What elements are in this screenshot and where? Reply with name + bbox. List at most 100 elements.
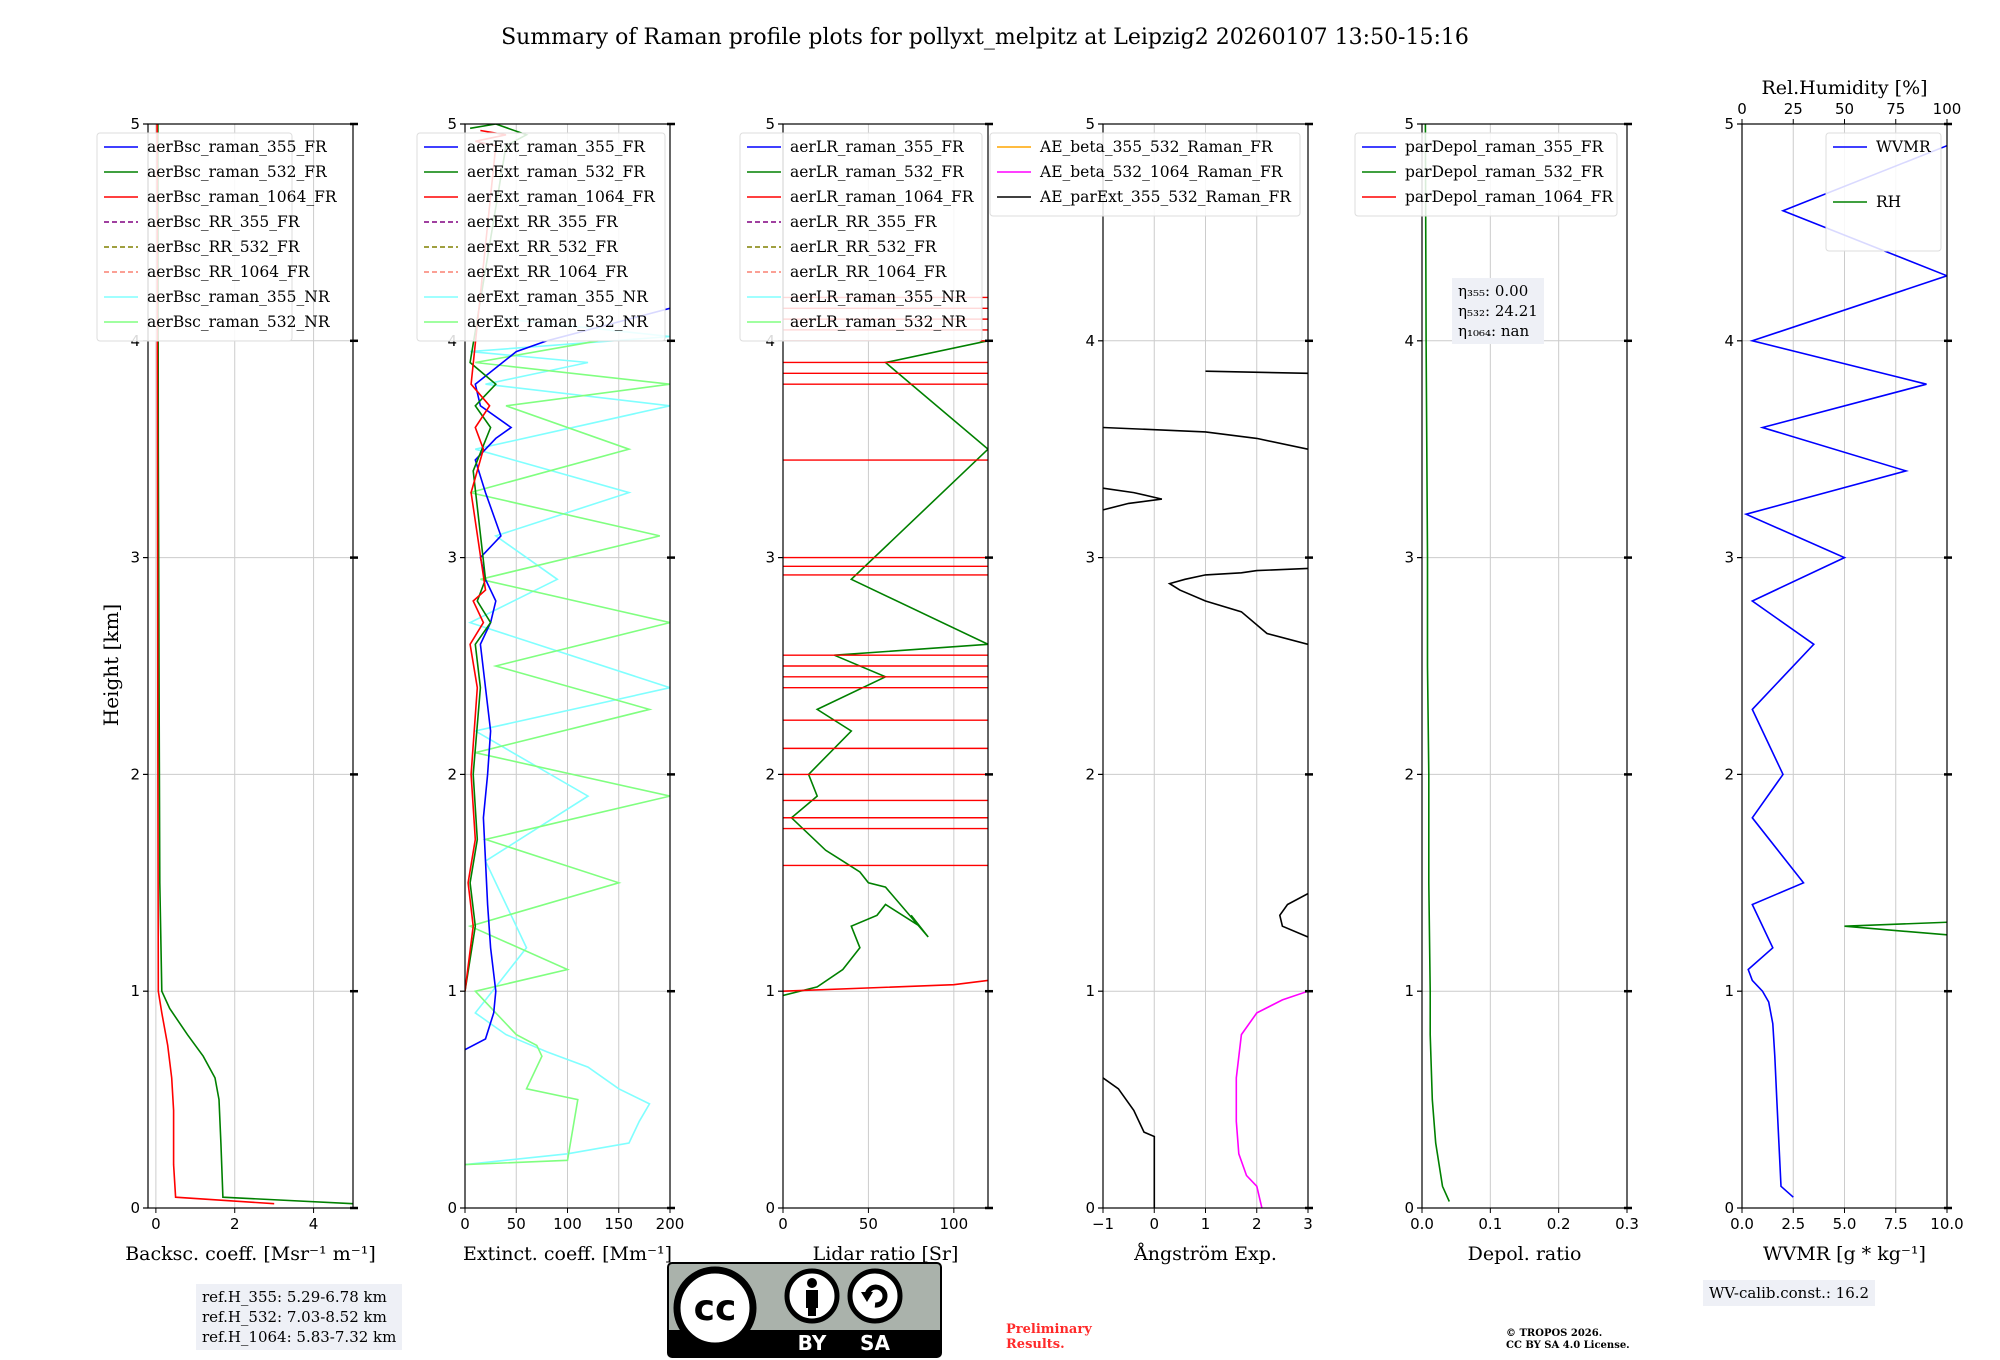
wv-calib-const: WV-calib.const.: 16.2 (1709, 1284, 1870, 1302)
y-tick-label: 3 (130, 549, 140, 567)
sa-icon (847, 1268, 903, 1324)
legend-label: aerBsc_RR_532_FR (147, 238, 301, 256)
depol-eta-box: η₃₅₅: 0.00 η₅₃₂: 24.21 η₁₀₆₄: nan (1452, 278, 1544, 344)
axes-frame (147, 123, 354, 1209)
copyright-line-2: CC BY SA 4.0 License. (1506, 1340, 1630, 1351)
x-tick-label: 150 (604, 1215, 633, 1233)
legend: WVMR RH (1825, 132, 1942, 252)
series-line-pardepol-raman-532-fr (1424, 124, 1451, 1202)
legend-label: aerLR_raman_532_FR (790, 163, 965, 181)
series-line-ae-parext-355-532-raman-fr (1103, 1077, 1156, 1208)
y-tick-label: 0 (1724, 1199, 1734, 1217)
series-line-ae-parext-355-532-raman-fr-3-2-3-6-km- (1103, 487, 1163, 511)
x-axis-label: Depol. ratio (1468, 1243, 1582, 1265)
x-tick-label: 0 (778, 1215, 788, 1233)
y-tick-label: 3 (765, 549, 775, 567)
series-group (156, 124, 353, 1205)
x-tick-label: 7.5 (1884, 1215, 1908, 1233)
series-group (1743, 144, 1947, 1198)
legend-label: aerBsc_raman_532_FR (147, 163, 328, 181)
legend-label: aerExt_raman_355_NR (467, 288, 649, 306)
x-tick-label: 10.0 (1930, 1215, 1963, 1233)
series-line-aerext-raman-355-nr (465, 318, 670, 1166)
x-axis-label: Extinct. coeff. [Mm⁻¹] (463, 1243, 672, 1265)
y-tick-label: 1 (1085, 982, 1095, 1000)
y-tick-label: 5 (765, 115, 775, 133)
series-line-aerext-raman-355-fr (465, 307, 670, 1051)
y-tick-label: 0 (1404, 1199, 1414, 1217)
y-tick-label: 3 (1724, 549, 1734, 567)
x-tick-label: 1 (1201, 1215, 1211, 1233)
x-tick-label: 0 (460, 1215, 470, 1233)
legend-label: aerLR_RR_355_FR (790, 213, 938, 231)
legend-label: aerBsc_raman_355_NR (147, 288, 331, 306)
legend-label: aerLR_raman_355_FR (790, 138, 965, 156)
y-tick-label: 2 (447, 765, 457, 783)
panel-depolarization: 0.0 0.1 0.2 0.3 0 1 2 3 4 5 Depol. ratio parDepol_r… (1354, 115, 1639, 1265)
y-tick-label: 1 (1724, 982, 1734, 1000)
x-tick-label: 0 (1149, 1215, 1159, 1233)
legend-box (416, 132, 666, 342)
y-tick-label: 3 (447, 549, 457, 567)
eta-1064: η₁₀₆₄: nan (1458, 322, 1530, 340)
top-x-tick-label: 50 (1835, 100, 1854, 118)
legend-label: aerExt_raman_355_FR (467, 138, 646, 156)
legend: AE_beta_355_532_Raman_FR AE_beta_532_1064… (989, 132, 1301, 217)
copyright-line-1: © TROPOS 2026. (1506, 1328, 1603, 1339)
top-x-tick-label: 75 (1886, 100, 1905, 118)
series-group (783, 296, 988, 997)
x-tick-label: −1 (1092, 1215, 1114, 1233)
x-axis-label: Backsc. coeff. [Msr⁻¹ m⁻¹] (125, 1243, 376, 1265)
x-axis-label: Ångström Exp. (1133, 1243, 1277, 1265)
top-x-tick-label: 100 (1933, 100, 1962, 118)
y-axis-label: Height [km] (99, 604, 123, 726)
legend-label: aerBsc_raman_532_NR (147, 313, 331, 331)
legend-label: parDepol_raman_532_FR (1405, 163, 1605, 181)
cc-icon (673, 1266, 757, 1350)
legend-box (96, 132, 293, 342)
y-tick-label: 0 (765, 1199, 775, 1217)
preliminary-results-note: Preliminary Results. (1006, 1322, 1092, 1352)
y-tick-label: 4 (1404, 332, 1414, 350)
top-x-tick-label: 25 (1784, 100, 1803, 118)
x-tick-label: 100 (553, 1215, 582, 1233)
legend-box (1825, 132, 1942, 252)
y-tick-label: 1 (1404, 982, 1414, 1000)
panel-lidar-ratio: 050100012345Lidar ratio [Sr]aerLR_raman_… (739, 115, 993, 1265)
y-tick-label: 2 (130, 765, 140, 783)
y-tick-label: 5 (1085, 115, 1095, 133)
legend: parDepol_raman_355_FR parDepol_raman_532_… (1354, 132, 1618, 217)
y-tick-label: 4 (1085, 332, 1095, 350)
legend-label: aerBsc_raman_355_FR (147, 138, 328, 156)
x-tick-label: 5.0 (1833, 1215, 1857, 1233)
x-tick-label: 4 (309, 1215, 319, 1233)
x-tick-label: 200 (656, 1215, 685, 1233)
y-tick-label: 2 (765, 765, 775, 783)
legend: aerBsc_raman_355_FR aerBsc_raman_532_FRae… (96, 132, 338, 342)
legend-label: aerExt_raman_532_FR (467, 163, 646, 181)
x-axis-label: WVMR [g * kg⁻¹] (1763, 1243, 1926, 1265)
panel-water-vapor: 0.0 2.5 5.0 7.5 10.0 0 1 2 3 4 5 WVMR [g * kg⁻¹] 0 25… (1724, 77, 1963, 1265)
y-tick-label: 0 (1085, 1199, 1095, 1217)
legend-label: aerExt_RR_532_FR (467, 238, 619, 256)
ref-height-1064: ref.H_1064: 5.83-7.32 km (202, 1328, 397, 1346)
y-tick-label: 2 (1085, 765, 1095, 783)
legend-box (1354, 132, 1618, 217)
x-tick-label: 50 (859, 1215, 878, 1233)
y-tick-label: 5 (1724, 115, 1734, 133)
legend-label: RH (1876, 193, 1901, 211)
series-line-ae-parext-355-532-raman-fr-3-85-km- (1205, 370, 1308, 375)
panel-extinction: 050100150200012345Extinct. coeff. [Mm⁻¹]… (416, 115, 685, 1265)
y-tick-label: 3 (1404, 549, 1414, 567)
figure-title: Summary of Raman profile plots for polly… (501, 25, 1469, 50)
sa-label: SA (860, 1331, 890, 1355)
series-group (1424, 124, 1451, 1202)
copyright-note: © TROPOS 2026. CC BY SA 4.0 License. (1506, 1328, 1630, 1352)
panel-backscatter: 024012345Backsc. coeff. [Msr⁻¹ m⁻¹]aerBs… (96, 115, 376, 1265)
x-tick-label: 0.0 (1410, 1215, 1434, 1233)
x-tick-label: 0 (151, 1215, 161, 1233)
legend-label: AE_parExt_355_532_Raman_FR (1039, 188, 1292, 206)
series-group (1103, 370, 1308, 1208)
x-tick-label: 0.2 (1547, 1215, 1571, 1233)
